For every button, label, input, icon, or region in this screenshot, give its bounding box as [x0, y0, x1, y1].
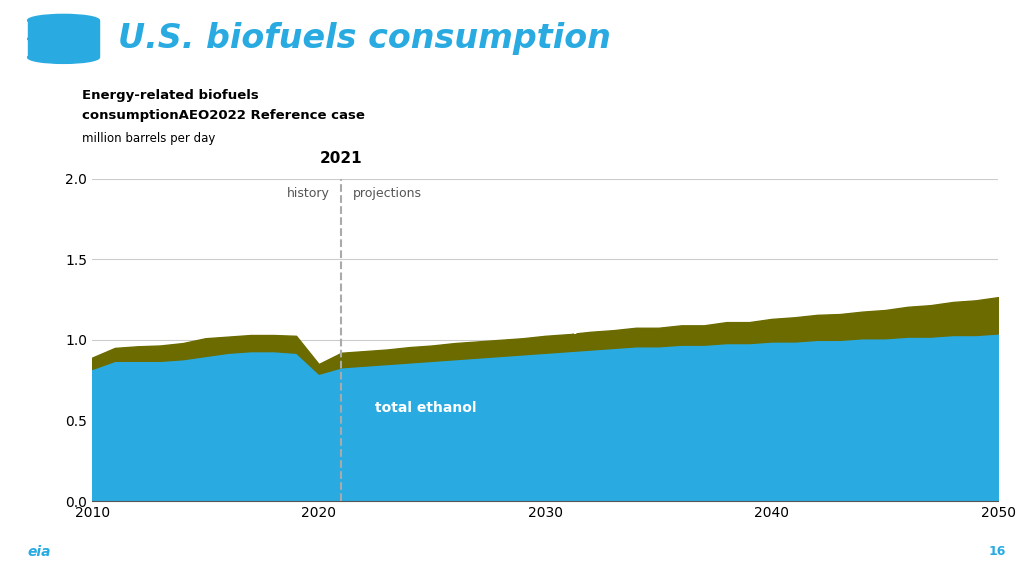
Ellipse shape — [28, 51, 99, 63]
Text: 16: 16 — [989, 545, 1006, 558]
Circle shape — [629, 534, 1024, 569]
Text: Source: U.S. Energy Information Administration,: Source: U.S. Energy Information Administ… — [87, 545, 374, 558]
Bar — [28, 20, 99, 58]
Text: www.eia.gov/aeo: www.eia.gov/aeo — [891, 545, 991, 558]
Text: million barrels per day: million barrels per day — [82, 132, 215, 145]
Circle shape — [0, 7, 473, 70]
Text: projections: projections — [352, 187, 422, 200]
Text: eia: eia — [28, 544, 50, 559]
Text: biomass-based diesel: biomass-based diesel — [410, 323, 578, 338]
Text: total ethanol: total ethanol — [376, 400, 477, 415]
Text: consumptionAEO2022 Reference case: consumptionAEO2022 Reference case — [82, 109, 365, 122]
Text: Annual Energy Outlook 2022: Annual Energy Outlook 2022 — [288, 545, 458, 558]
Ellipse shape — [28, 14, 99, 26]
Text: Energy-related biofuels: Energy-related biofuels — [82, 89, 259, 102]
Text: U.S. biofuels consumption: U.S. biofuels consumption — [118, 22, 610, 55]
Ellipse shape — [28, 34, 99, 44]
Text: history: history — [287, 187, 330, 200]
Text: 2021: 2021 — [321, 151, 362, 166]
Text: (AEO2022): (AEO2022) — [397, 545, 465, 558]
Circle shape — [0, 533, 428, 570]
